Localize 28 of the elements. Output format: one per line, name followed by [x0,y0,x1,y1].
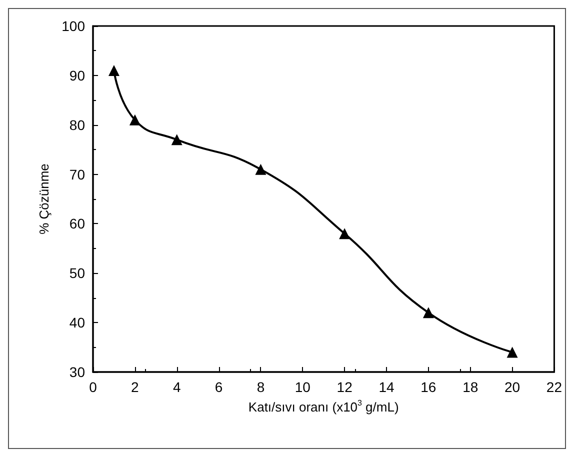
y-tick-label: 70 [69,166,86,182]
point [339,228,350,240]
y-tick-label: 80 [69,116,86,133]
point [171,134,182,146]
y-axis-title: % Çözünme [36,164,52,234]
x-tick-label: 10 [294,379,311,395]
x-tick-label: 4 [172,379,181,395]
x-tick-label: 2 [131,379,140,395]
x-tick-label: 16 [420,379,436,395]
y-tick-label: 60 [69,216,86,232]
y-tick-label: 90 [69,67,86,84]
x-tick-label: 14 [378,379,394,395]
x-tick-label: 12 [336,379,353,395]
x-tick-label: 18 [462,379,478,395]
y-tick-label: 50 [69,265,86,282]
x-tick-label: 20 [504,379,520,395]
point [108,64,120,76]
x-tick-label: 22 [546,379,562,395]
point [506,346,518,358]
point [129,114,140,126]
x-tick-label: 6 [214,379,223,395]
x-tick-label: 0 [89,379,98,395]
y-tick-label: 100 [62,18,86,34]
point [422,307,434,318]
y-tick-label: 30 [69,364,86,380]
point [255,164,266,175]
y-tick-label: 40 [69,314,86,331]
x-tick-label: 8 [256,379,265,395]
